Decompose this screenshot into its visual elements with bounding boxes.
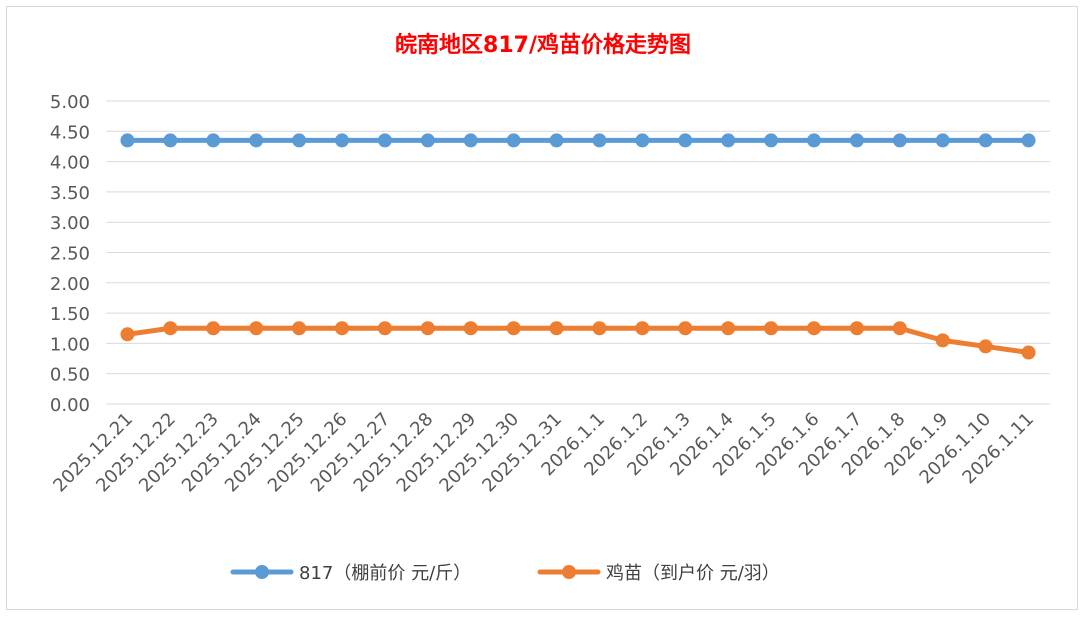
y-tick-label: 2.50 bbox=[50, 244, 90, 265]
data-point bbox=[420, 321, 435, 336]
data-point bbox=[892, 321, 907, 336]
legend-label: 817（棚前价 元/斤） bbox=[299, 563, 471, 584]
data-point bbox=[678, 133, 693, 148]
data-point bbox=[721, 321, 736, 336]
data-point bbox=[549, 321, 564, 336]
data-point bbox=[506, 321, 521, 336]
series-group bbox=[120, 133, 1036, 360]
legend-item-1: 817（棚前价 元/斤） bbox=[230, 563, 471, 584]
data-point bbox=[335, 321, 349, 336]
data-point bbox=[592, 133, 607, 148]
series-line bbox=[124, 325, 1032, 355]
y-tick-label: 0.00 bbox=[50, 395, 90, 416]
x-axis-tick-labels: 2025.12.212025.12.222025.12.232025.12.24… bbox=[49, 409, 1038, 497]
y-tick-label: 4.00 bbox=[50, 153, 90, 174]
data-point bbox=[377, 321, 392, 336]
data-point bbox=[978, 133, 993, 148]
y-tick-label: 1.00 bbox=[50, 334, 90, 355]
data-point bbox=[1021, 345, 1036, 360]
data-point bbox=[849, 133, 864, 148]
data-point bbox=[764, 321, 779, 336]
y-tick-label: 2.00 bbox=[50, 274, 90, 295]
data-point bbox=[292, 321, 307, 336]
data-point bbox=[935, 333, 950, 348]
data-point bbox=[506, 133, 521, 148]
data-point bbox=[1021, 133, 1036, 148]
data-point bbox=[549, 133, 564, 148]
legend-label: 鸡苗（到户价 元/羽） bbox=[606, 563, 780, 584]
data-point bbox=[163, 133, 178, 148]
data-point bbox=[935, 133, 950, 148]
data-point bbox=[163, 321, 178, 336]
data-point bbox=[721, 133, 736, 148]
data-point bbox=[892, 133, 907, 148]
gridlines bbox=[106, 100, 1050, 405]
chart-title: 皖南地区817/鸡苗价格走势图 bbox=[395, 32, 691, 58]
legend-marker bbox=[562, 565, 576, 579]
y-tick-label: 0.50 bbox=[50, 365, 90, 386]
y-tick-label: 4.50 bbox=[50, 122, 90, 143]
y-tick-label: 3.50 bbox=[50, 183, 90, 204]
data-point bbox=[849, 321, 864, 336]
y-tick-label: 3.00 bbox=[50, 213, 90, 234]
data-point bbox=[463, 321, 478, 336]
data-point bbox=[120, 133, 135, 148]
series-1 bbox=[120, 133, 1036, 148]
data-point bbox=[206, 133, 221, 148]
y-tick-label: 5.00 bbox=[50, 92, 90, 113]
data-point bbox=[764, 133, 779, 148]
data-point bbox=[120, 327, 135, 342]
data-point bbox=[807, 133, 821, 148]
chart-area bbox=[6, 6, 1078, 610]
legend-marker bbox=[255, 565, 269, 579]
data-point bbox=[377, 133, 392, 148]
y-axis-tick-labels: 0.00 0.50 1.00 1.50 2.00 2.50 3.00 3.50 4.00 4.50… bbox=[50, 92, 90, 416]
legend: 817（棚前价 元/斤） 鸡苗（到户价 元/羽） bbox=[230, 563, 780, 584]
data-point bbox=[678, 321, 693, 336]
data-point bbox=[635, 321, 650, 336]
data-point bbox=[635, 133, 650, 148]
data-point bbox=[249, 321, 264, 336]
data-point bbox=[420, 133, 435, 148]
data-point bbox=[292, 133, 307, 148]
data-point bbox=[206, 321, 221, 336]
data-point bbox=[249, 133, 264, 148]
series-2 bbox=[120, 321, 1036, 360]
data-point bbox=[807, 321, 821, 336]
data-point bbox=[592, 321, 607, 336]
legend-item-2: 鸡苗（到户价 元/羽） bbox=[537, 563, 780, 584]
y-tick-label: 1.50 bbox=[50, 304, 90, 325]
data-point bbox=[335, 133, 349, 148]
data-point bbox=[978, 339, 993, 354]
data-point bbox=[463, 133, 478, 148]
